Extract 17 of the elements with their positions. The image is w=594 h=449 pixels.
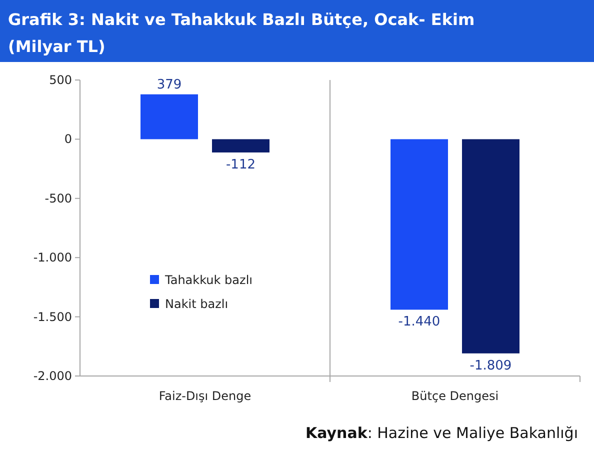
data-label: -1.809 (470, 358, 512, 374)
y-tick-label: -1.000 (33, 250, 72, 265)
chart-title: Grafik 3: Nakit ve Tahakkuk Bazlı Bütçe, Ocak- Ekim (8, 10, 475, 29)
chart-subtitle: (Milyar TL) (8, 37, 106, 56)
legend-label: Tahakkuk bazlı (164, 273, 252, 287)
y-tick-label: -1.500 (33, 310, 72, 324)
data-label: -1.440 (398, 314, 440, 330)
x-tick-label: Faiz-Dışı Denge (158, 389, 252, 403)
legend-label: Nakit bazlı (165, 297, 228, 311)
data-label: 379 (156, 77, 182, 92)
y-tick-label: -2.000 (33, 369, 72, 383)
data-label: -112 (226, 157, 256, 172)
y-tick-label: 500 (49, 73, 72, 87)
x-tick-label: Bütçe Dengesi (411, 389, 499, 403)
y-tick-label: -500 (44, 191, 72, 206)
text: Kaynak: Hazine ve Maliye Bakanlığı (305, 424, 578, 442)
y-tick-label: 0 (64, 132, 72, 146)
